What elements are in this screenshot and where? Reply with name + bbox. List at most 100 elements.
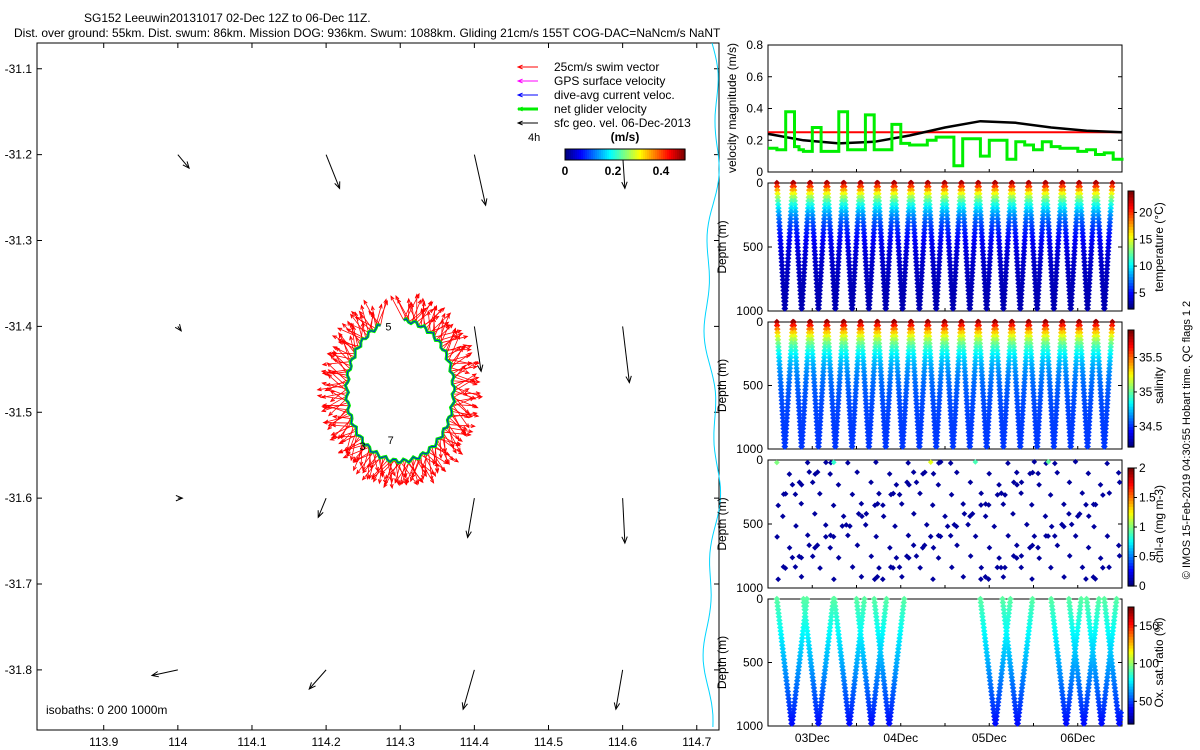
profile-sample-point <box>836 244 843 251</box>
swim-vector-head <box>349 313 355 319</box>
profile-sample-point <box>865 305 873 312</box>
profile-sample-point <box>826 226 834 233</box>
profile-sample-point <box>837 222 844 230</box>
profile-sample-point <box>784 258 792 266</box>
swim-vector-head <box>422 307 428 313</box>
profile-sample-point <box>843 215 850 223</box>
profile-sample-point <box>851 272 858 280</box>
swim-vector <box>410 299 422 324</box>
swim-vector-head <box>378 303 383 309</box>
profile-sample-point <box>817 272 824 280</box>
map-colorbar-cell <box>661 149 664 160</box>
swim-vector-head <box>465 423 470 429</box>
profile-sample-point <box>891 179 898 187</box>
profile-sample-point <box>798 305 806 312</box>
profile-sample-point <box>777 240 784 248</box>
profile-sample-point <box>902 251 910 258</box>
map-colorbar-cell <box>567 149 570 160</box>
swim-vector-head <box>362 468 367 474</box>
swim-vector-head <box>415 479 420 485</box>
swim-vector-head <box>446 312 452 318</box>
profile-sample-point <box>811 244 818 251</box>
profile-sample-point <box>937 233 945 241</box>
profile-sample-point <box>860 226 868 233</box>
profile-sample-point <box>896 265 904 273</box>
swim-vector-head <box>466 347 472 352</box>
swim-vector-head <box>360 304 365 310</box>
swim-vector <box>390 296 404 321</box>
swim-vector <box>436 438 450 465</box>
swim-vector <box>356 452 374 474</box>
profile-sample-point <box>869 247 876 255</box>
time-scale-label: 4h <box>528 132 540 144</box>
profile-sample-point <box>844 233 851 241</box>
profile-sample-point <box>776 233 784 241</box>
profile-sample-point <box>837 215 845 223</box>
map-colorbar-cell <box>577 149 580 160</box>
map-colorbar-cell <box>683 149 686 160</box>
legend-swatch-head <box>516 92 523 98</box>
profile-sample-point <box>885 255 893 262</box>
velocity-series-line <box>767 119 1123 145</box>
swim-vector-head <box>331 370 337 375</box>
swim-vector <box>380 459 397 475</box>
swim-vector-head <box>475 379 481 384</box>
swim-vector-head <box>452 448 457 454</box>
swim-vector-head <box>440 466 446 473</box>
profile-sample-point <box>826 215 833 223</box>
profile-sample-point <box>817 276 824 284</box>
profile-sample-point <box>815 305 822 312</box>
profile-sample-point <box>778 262 786 269</box>
swim-vector-head <box>363 299 368 305</box>
profile-sample-point <box>840 179 848 187</box>
profile-sample-point <box>860 222 867 230</box>
profile-sample-point <box>854 215 862 223</box>
profile-sample-point <box>800 269 808 276</box>
time-axis-label: 03Dec <box>795 731 830 745</box>
profile-sample-point <box>916 305 923 312</box>
profile-sample-point <box>793 237 801 244</box>
swim-vector-head <box>359 313 364 319</box>
profile-sample-point <box>888 215 895 223</box>
swim-vector-head <box>421 464 426 470</box>
swim-vector-head <box>448 323 454 329</box>
map-colorbar-cell <box>585 149 588 160</box>
profile-sample-point <box>791 201 799 208</box>
map-y-tick-label: -31.4 <box>5 319 33 333</box>
profile-sample-point <box>779 280 787 287</box>
swim-vector <box>454 387 482 397</box>
profile-sample-point <box>885 265 892 273</box>
profile-sample-point <box>776 226 784 233</box>
profile-sample-point <box>874 186 882 194</box>
map-x-tick-label: 114.2 <box>312 735 341 749</box>
profile-sample-point <box>912 244 919 251</box>
profile-sample-point <box>804 215 811 223</box>
swim-vector <box>330 388 348 402</box>
profile-y-tick-label: 0 <box>756 176 763 190</box>
profile-sample-point <box>922 204 930 212</box>
profile-sample-point <box>926 212 934 219</box>
profile-sample-point <box>801 255 809 262</box>
map-colorbar-tick: 0 <box>562 164 569 178</box>
profile-sample-point <box>868 255 876 262</box>
map-y-tick-label: -31.7 <box>5 577 33 591</box>
profile-sample-point <box>927 215 934 223</box>
geo-velocity-arrowhead <box>477 364 484 373</box>
swim-vector-head <box>456 329 463 334</box>
profile-sample-point <box>846 272 854 280</box>
profile-sample-point <box>845 247 852 255</box>
swim-vector-head <box>473 404 479 409</box>
profile-sample-point <box>802 244 809 251</box>
profile-sample-point <box>794 251 802 258</box>
swim-vector-head <box>326 362 332 368</box>
profile-sample-point <box>905 208 913 215</box>
swim-vector <box>387 460 393 488</box>
swim-vector-head <box>342 454 348 459</box>
profile-sample-point <box>861 247 869 255</box>
profile-sample-point <box>800 272 808 280</box>
swim-vector-head <box>360 321 365 327</box>
profile-y-tick-label: 500 <box>743 240 763 254</box>
profile-sample-point <box>918 265 926 273</box>
swim-vector <box>338 444 365 453</box>
swim-vector <box>448 412 477 418</box>
